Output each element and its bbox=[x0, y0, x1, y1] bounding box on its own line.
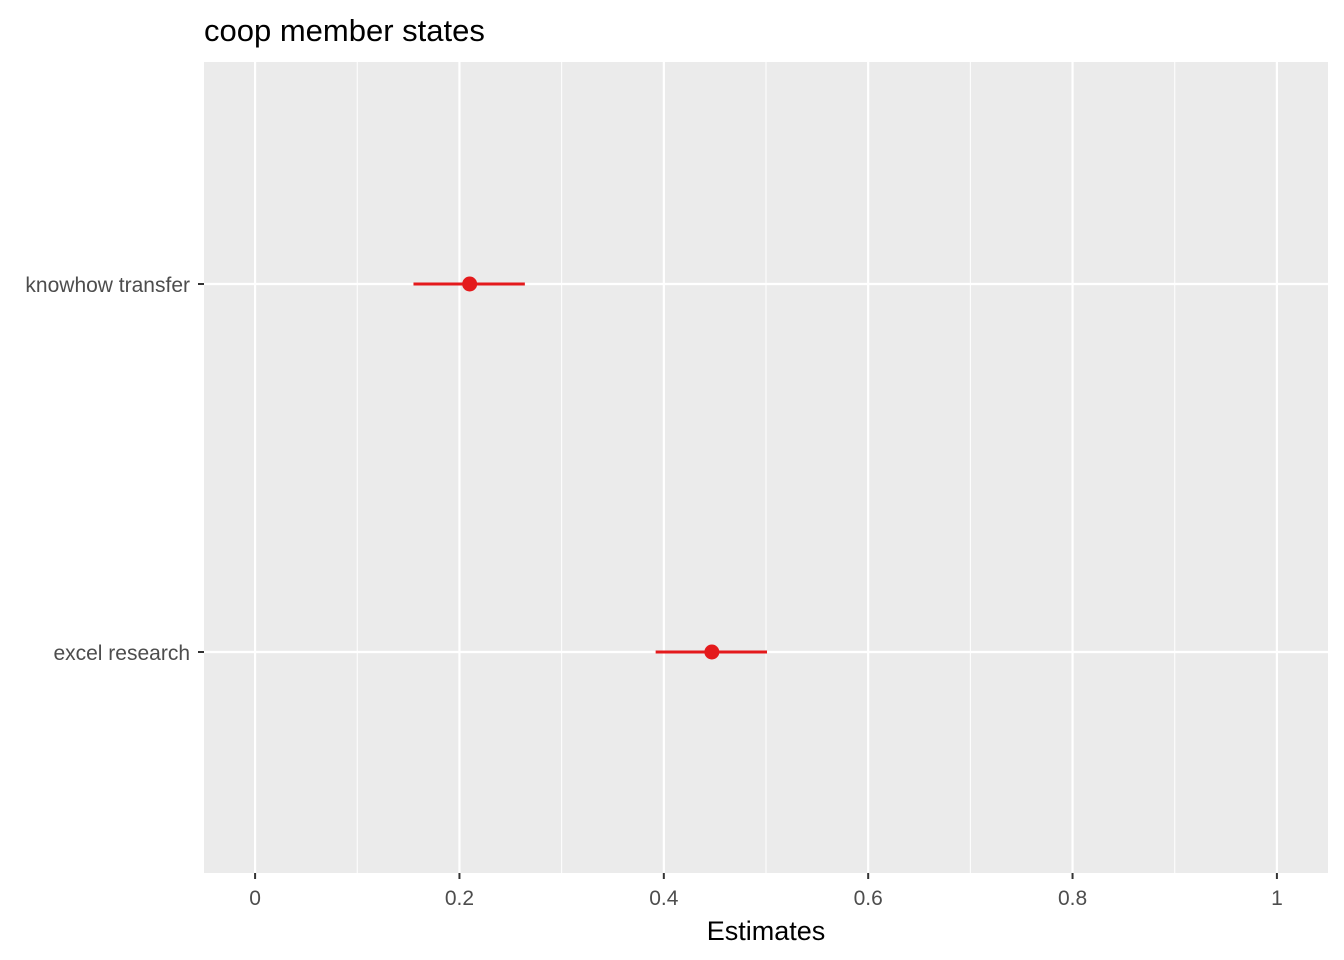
estimate-point bbox=[462, 276, 478, 292]
minor-gridlines bbox=[356, 62, 1176, 873]
x-axis-title: Estimates bbox=[707, 916, 826, 946]
y-axis-ticks: knowhow transfer excel research bbox=[25, 274, 204, 665]
x-tick-label: 0.2 bbox=[445, 887, 474, 910]
estimate-marks bbox=[413, 276, 768, 660]
chart-title: coop member states bbox=[204, 13, 485, 48]
x-tick-label: 0 bbox=[249, 887, 261, 910]
x-tick-label: 1 bbox=[1271, 887, 1283, 910]
x-tick-label: 0.6 bbox=[854, 887, 883, 910]
x-axis-ticks: 0 0.2 0.4 0.6 0.8 1 bbox=[249, 873, 1283, 910]
x-tick-label: 0.8 bbox=[1058, 887, 1087, 910]
major-gridlines bbox=[204, 62, 1328, 873]
y-tick-label: knowhow transfer bbox=[25, 274, 190, 297]
y-tick-label: excel research bbox=[53, 642, 190, 665]
x-tick-label: 0.4 bbox=[649, 887, 679, 910]
estimate-point bbox=[704, 644, 720, 660]
